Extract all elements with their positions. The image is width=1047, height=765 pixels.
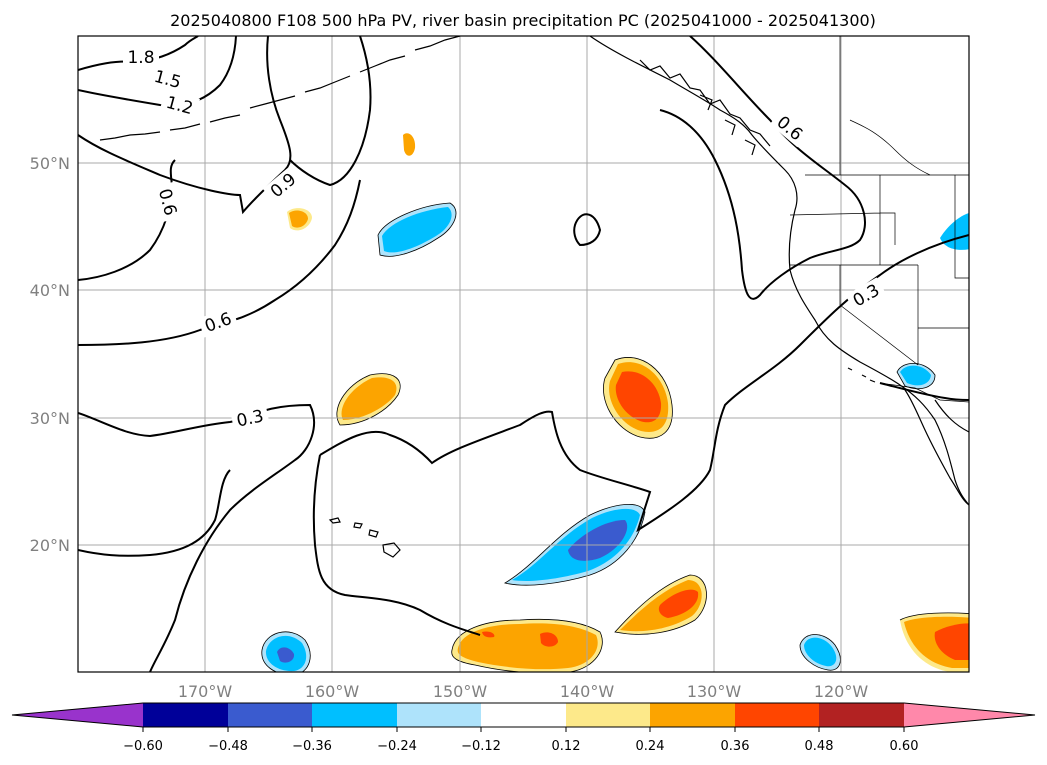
colorbar-ticks — [142, 727, 905, 732]
colorbar-bin — [566, 703, 650, 727]
positive-anomaly-region — [341, 377, 397, 420]
anomaly-outline — [899, 612, 969, 621]
colorbar: −0.60 −0.48 −0.36 −0.24 −0.12 0.12 0.24 … — [11, 702, 1036, 754]
lon-label-130w: 130°W — [687, 682, 742, 701]
label-halo — [845, 277, 887, 313]
anomaly-outline — [377, 202, 457, 257]
label-halo — [262, 165, 304, 205]
lon-label-160w: 160°W — [305, 682, 360, 701]
pv-contour-0.6-west — [78, 179, 361, 346]
positive-anomaly-region — [289, 210, 308, 228]
negative-anomaly-region — [277, 647, 295, 663]
negative-anomaly-region — [568, 520, 628, 561]
anomaly-outline — [614, 574, 707, 635]
anomaly-outline — [603, 357, 673, 439]
lat-label-30n: 30°N — [30, 409, 70, 428]
graticule — [78, 36, 969, 672]
colorbar-bin — [819, 703, 904, 727]
map-panel: 1.8 1.5 1.2 0.9 0.6 0.6 0.3 0.6 0.3 — [77, 35, 970, 673]
colorbar-bin — [650, 703, 735, 727]
lon-label-150w: 150°W — [433, 682, 488, 701]
pv-contour-1.8 — [78, 36, 199, 71]
aleutian-islands — [99, 36, 461, 141]
colorbar-tick-label: 0.36 — [721, 739, 750, 754]
pv-contour-0.3-mexico — [879, 382, 969, 401]
lon-label-140w: 140°W — [560, 682, 615, 701]
anomaly-outline — [336, 373, 401, 426]
label-halo — [123, 46, 159, 66]
anomaly-outline — [896, 362, 936, 390]
alaska-panhandle-islands — [639, 59, 771, 156]
figure-title: 2025040800 F108 500 hPa PV, river basin … — [170, 11, 876, 30]
anomaly-outline — [451, 618, 603, 672]
positive-anomaly-region — [934, 623, 969, 660]
colorbar-bin — [143, 703, 228, 727]
colorbar-tick-label: 0.12 — [552, 739, 581, 754]
label-halo — [153, 182, 183, 222]
label-halo — [769, 108, 811, 148]
us-state-borders — [789, 175, 969, 366]
map-border — [77, 35, 970, 673]
anomaly-outline — [799, 634, 841, 671]
positive-anomaly-region — [482, 631, 495, 638]
positive-anomaly-region — [403, 133, 416, 156]
canada-provincial-borders — [839, 36, 931, 176]
label-halo — [230, 404, 270, 432]
negative-anomaly-region — [382, 207, 452, 253]
positive-anomaly-region — [540, 632, 558, 647]
colorbar-under-extension — [12, 703, 143, 727]
pv-contours — [78, 36, 969, 672]
anomaly-outline — [503, 503, 646, 586]
colorbar-bin — [397, 703, 481, 727]
colorbar-tick-label: −0.24 — [377, 739, 417, 754]
pv-contour-0.3 — [78, 234, 969, 672]
negative-anomaly-region — [900, 365, 931, 386]
anomaly-outline — [261, 631, 311, 672]
pv-contour-0.3-lower-left — [78, 469, 231, 557]
positive-anomaly-region — [658, 589, 699, 618]
colorbar-tick-label: −0.48 — [208, 739, 248, 754]
colorbar-tick-label: −0.36 — [292, 739, 332, 754]
baja-california-coastline — [904, 389, 969, 506]
hawaiian-islands — [328, 517, 401, 558]
label-halo — [148, 63, 188, 93]
positive-anomaly-region — [615, 371, 662, 423]
pv-contour-0.9 — [78, 36, 372, 281]
contour-label-1.8: 1.8 — [127, 48, 154, 68]
colorbar-tick-label: 0.48 — [805, 739, 834, 754]
label-halo — [160, 89, 200, 119]
pv-contour-1.2 — [78, 36, 292, 215]
map-background — [78, 36, 969, 672]
lon-label-120w: 120°W — [814, 682, 869, 701]
colorbar-bin — [312, 703, 397, 727]
negative-anomaly-region — [804, 637, 837, 667]
colorbar-over-extension — [904, 703, 1035, 727]
lat-label-40n: 40°N — [30, 281, 70, 300]
colorbar-tick-label: 0.24 — [636, 739, 665, 754]
colorbar-tick-label: −0.12 — [461, 739, 501, 754]
latitude-labels: 50°N 40°N 30°N 20°N — [30, 154, 70, 555]
longitude-labels: 170°W 160°W 150°W 140°W 130°W 120°W — [178, 682, 869, 701]
label-halo — [197, 306, 239, 338]
lat-label-20n: 20°N — [30, 536, 70, 555]
colorbar-bin — [481, 703, 566, 727]
pv-contour-0.3-ellipse — [573, 213, 602, 247]
channel-islands — [847, 367, 876, 383]
colorbar-tick-label: 0.60 — [890, 739, 919, 754]
colorbar-tick-label: −0.60 — [123, 739, 163, 754]
lat-label-50n: 50°N — [30, 154, 70, 173]
colorbar-bin — [228, 703, 312, 727]
colorbar-bin — [735, 703, 819, 727]
anomaly-outlines — [261, 202, 969, 672]
lon-label-170w: 170°W — [178, 682, 233, 701]
